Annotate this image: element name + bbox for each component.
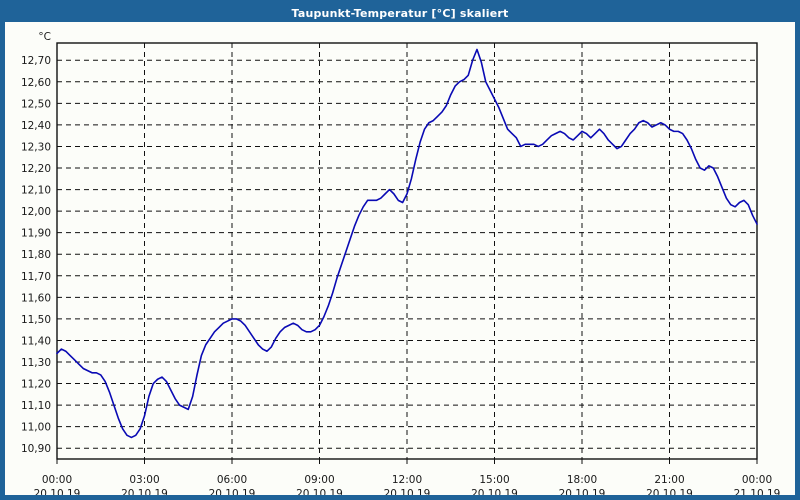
x-axis-time-label: 21:00 xyxy=(654,474,684,486)
y-axis-tick-label: 11,10 xyxy=(21,400,51,412)
y-axis-tick-label: 11,20 xyxy=(21,379,51,391)
y-axis-tick-label: 10,90 xyxy=(21,443,51,455)
x-axis-date-label: 20.10.19 xyxy=(209,488,256,495)
grid-layer xyxy=(57,43,757,459)
plot-frame xyxy=(56,42,758,460)
window-title-bar: Taupunkt-Temperatur [°C] skaliert xyxy=(5,5,795,22)
y-axis-tick-label: 12,20 xyxy=(21,163,51,175)
y-axis-tick-label: 11,70 xyxy=(21,271,51,283)
page-title: Taupunkt-Temperatur [°C] skaliert xyxy=(291,7,509,20)
y-axis-tick-label: 11,60 xyxy=(21,292,51,304)
x-axis-time-label: 06:00 xyxy=(217,474,247,486)
y-axis-tick-label: 12,30 xyxy=(21,141,51,153)
x-axis-date-label: 20.10.19 xyxy=(384,488,431,495)
y-axis-tick-label: 12,40 xyxy=(21,120,51,132)
x-axis-time-label: 03:00 xyxy=(129,474,159,486)
x-axis-time-label: 09:00 xyxy=(304,474,334,486)
x-axis-date-label: 21.10.19 xyxy=(734,488,781,495)
y-axis-tick-label: 12,00 xyxy=(21,206,51,218)
y-axis-tick-label: 11,00 xyxy=(21,422,51,434)
x-axis-tick-labels: 00:00 20.10.19 03:00 20.10.19 06:00 20.10.19 0… xyxy=(34,459,781,495)
y-axis-unit-label: °C xyxy=(38,31,51,43)
data-series-layer xyxy=(56,48,758,439)
y-axis-tick-label: 11,90 xyxy=(21,228,51,240)
x-axis-date-label: 20.10.19 xyxy=(34,488,81,495)
y-axis-tick-label: 12,10 xyxy=(21,185,51,197)
temperature-line-chart: 12,70 12,60 12,50 12,40 12,30 12,20 12,10 12,00… xyxy=(21,31,781,495)
x-axis-date-label: 20.10.19 xyxy=(471,488,518,495)
x-axis-date-label: 20.10.19 xyxy=(121,488,168,495)
y-axis-tick-label: 12,70 xyxy=(21,55,51,67)
y-axis-tick-label: 12,60 xyxy=(21,77,51,89)
y-axis-tick-label: 11,40 xyxy=(21,335,51,347)
x-axis-time-label: 00:00 xyxy=(742,474,772,486)
x-axis-time-label: 12:00 xyxy=(392,474,422,486)
plot-border xyxy=(56,42,758,460)
y-axis-tick-label: 11,80 xyxy=(21,249,51,261)
y-axis-tick-label: 11,50 xyxy=(21,314,51,326)
y-axis-tick-label: 12,50 xyxy=(21,98,51,110)
x-axis-time-label: 18:00 xyxy=(567,474,597,486)
x-axis-date-label: 20.10.19 xyxy=(559,488,606,495)
y-axis-tick-label: 11,30 xyxy=(21,357,51,369)
x-axis-date-label: 20.10.19 xyxy=(646,488,693,495)
x-axis-time-label: 00:00 xyxy=(42,474,72,486)
dewpoint-temperature-line xyxy=(56,48,758,439)
x-axis-date-label: 20.10.19 xyxy=(296,488,343,495)
y-axis-tick-labels: 12,70 12,60 12,50 12,40 12,30 12,20 12,10 12,00… xyxy=(21,55,51,455)
x-axis-time-label: 15:00 xyxy=(479,474,509,486)
